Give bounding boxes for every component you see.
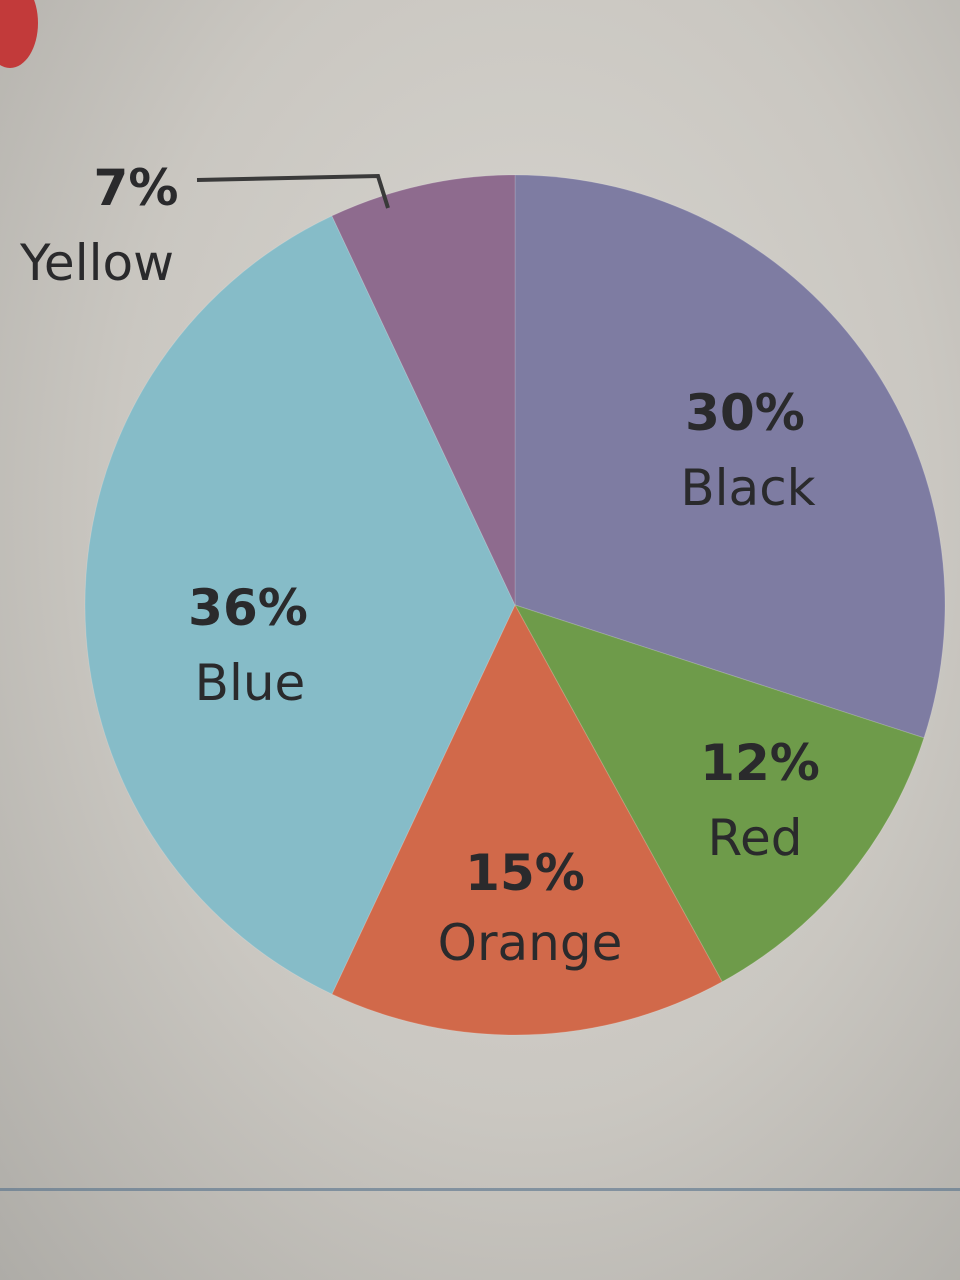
yellow-percent-label: 7%	[94, 159, 179, 217]
orange-name-label: Orange	[438, 914, 623, 972]
yellow-name-label: Yellow	[19, 234, 174, 292]
pie-slices	[84, 174, 946, 1036]
blue-name-label: Blue	[195, 654, 306, 712]
red-percent-label: 12%	[700, 734, 820, 792]
pie-slice-red	[513, 604, 925, 983]
blue-percent-label: 36%	[188, 579, 308, 637]
red-name-label: Red	[708, 809, 803, 867]
black-name-label: Black	[680, 459, 815, 517]
pie-slice-orange	[331, 603, 723, 1036]
black-percent-label: 30%	[685, 384, 805, 442]
pie-slice-yellow	[331, 174, 516, 606]
page-divider	[0, 1188, 960, 1191]
orange-percent-label: 15%	[465, 844, 585, 902]
pie-slice-black	[514, 174, 946, 739]
yellow-leader-line	[196, 173, 390, 209]
pie-slice-blue	[84, 215, 516, 995]
